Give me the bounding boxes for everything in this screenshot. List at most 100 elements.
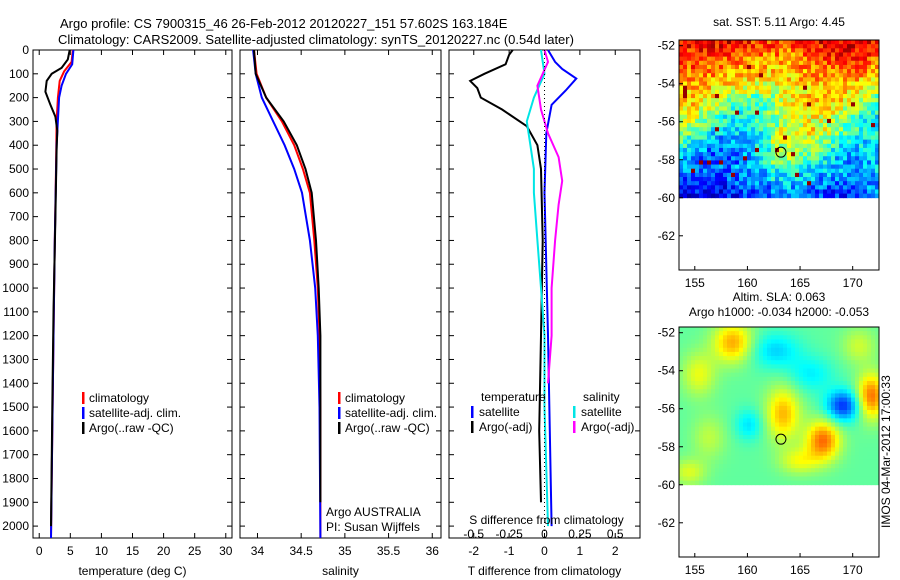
map-cell bbox=[771, 459, 776, 465]
map-cell bbox=[875, 152, 880, 157]
map-cell bbox=[723, 69, 728, 74]
map-cell bbox=[807, 98, 812, 103]
map-cell bbox=[735, 131, 740, 136]
map-cell bbox=[751, 193, 756, 199]
map-cell bbox=[791, 69, 796, 74]
map-cell bbox=[691, 77, 696, 82]
map-cell bbox=[867, 156, 872, 161]
map-cell bbox=[875, 172, 880, 178]
map-cell bbox=[859, 127, 864, 132]
map-cell bbox=[703, 185, 708, 190]
map-cell bbox=[815, 455, 820, 461]
map-cell bbox=[855, 147, 860, 153]
map-cell bbox=[727, 360, 732, 365]
map-cell bbox=[799, 168, 804, 174]
map-cell bbox=[803, 143, 808, 149]
map-cell bbox=[783, 464, 788, 469]
map-cell bbox=[707, 123, 712, 128]
map-cell bbox=[875, 114, 880, 120]
map-cell bbox=[835, 98, 840, 103]
map-cell bbox=[715, 351, 720, 357]
map-cell bbox=[759, 476, 764, 482]
map-cell bbox=[851, 177, 856, 182]
map-cell bbox=[827, 335, 832, 340]
map-cell bbox=[759, 389, 764, 394]
map-cell bbox=[743, 418, 748, 423]
map-cell bbox=[743, 401, 748, 407]
map-cell bbox=[719, 426, 724, 432]
map-cell bbox=[811, 401, 816, 407]
map-cell bbox=[779, 339, 784, 345]
map-cell bbox=[711, 114, 716, 120]
map-cell bbox=[863, 426, 868, 432]
map-cell bbox=[823, 368, 828, 374]
map-cell bbox=[847, 156, 852, 161]
map-cell bbox=[687, 98, 692, 103]
map-cell bbox=[803, 147, 808, 153]
map-cell bbox=[859, 185, 864, 190]
map-cell bbox=[775, 389, 780, 394]
map-cell bbox=[739, 73, 744, 78]
map-cell bbox=[859, 48, 864, 53]
map-cell bbox=[679, 372, 684, 378]
map-cell bbox=[759, 455, 764, 461]
map-cell bbox=[811, 380, 816, 386]
map-cell bbox=[795, 114, 800, 120]
map-cell bbox=[775, 439, 780, 444]
map-cell bbox=[807, 464, 812, 469]
map-cell bbox=[683, 185, 688, 190]
map-cell bbox=[679, 110, 684, 116]
map-cell bbox=[855, 434, 860, 440]
map-cell bbox=[723, 464, 728, 469]
map-cell bbox=[795, 376, 800, 382]
map-cell bbox=[739, 331, 744, 336]
map-cell bbox=[743, 118, 748, 124]
map-cell bbox=[735, 397, 740, 403]
map-cell bbox=[763, 447, 768, 452]
map-cell bbox=[803, 343, 808, 349]
y-tick-label: 1400 bbox=[2, 376, 29, 390]
map-cell bbox=[683, 189, 688, 195]
map-cell bbox=[695, 147, 700, 153]
map-cell bbox=[775, 123, 780, 128]
map-cell bbox=[691, 114, 696, 120]
map-cell bbox=[799, 410, 804, 415]
map-cell bbox=[763, 372, 768, 378]
map-cell bbox=[811, 455, 816, 461]
map-cell bbox=[823, 459, 828, 465]
map-cell bbox=[823, 89, 828, 95]
map-cell bbox=[831, 48, 836, 53]
map-cell bbox=[783, 139, 788, 145]
map-cell bbox=[759, 414, 764, 419]
map-cell bbox=[695, 376, 700, 382]
map-cell bbox=[679, 156, 684, 161]
map-cell bbox=[751, 327, 756, 332]
map-cell bbox=[739, 439, 744, 444]
map-cell bbox=[779, 405, 784, 411]
map-cell bbox=[691, 40, 696, 45]
map-cell bbox=[875, 356, 880, 361]
map-cell bbox=[831, 102, 836, 107]
map-cell bbox=[711, 189, 716, 195]
map-cell bbox=[863, 414, 868, 419]
map-cell bbox=[875, 106, 880, 111]
map-cell bbox=[775, 118, 780, 124]
map-cell bbox=[851, 98, 856, 103]
map-cell bbox=[679, 118, 684, 124]
map-cell bbox=[771, 422, 776, 428]
map-cell bbox=[807, 131, 812, 136]
map-cell bbox=[839, 331, 844, 336]
map-cell bbox=[715, 60, 720, 66]
map-cell bbox=[711, 89, 716, 95]
map-cell bbox=[831, 60, 836, 66]
map-cell bbox=[699, 93, 704, 99]
map-cell bbox=[747, 118, 752, 124]
map-cell bbox=[691, 468, 696, 473]
map-cell bbox=[707, 164, 712, 170]
map-cell bbox=[719, 106, 724, 111]
map-cell bbox=[791, 443, 796, 448]
map-cell bbox=[831, 389, 836, 394]
map-cell bbox=[691, 189, 696, 195]
map-cell bbox=[855, 185, 860, 190]
map-cell bbox=[707, 189, 712, 195]
